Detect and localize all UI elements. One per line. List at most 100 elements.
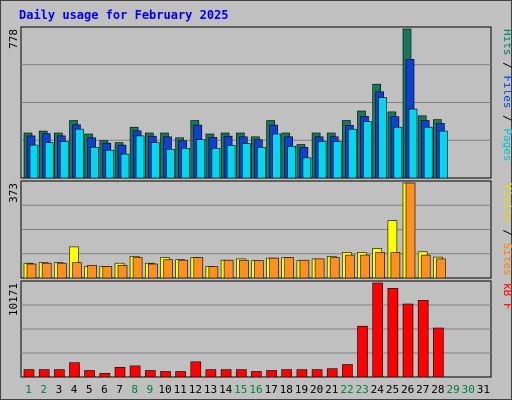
- bar-sites-day-7: [117, 264, 128, 279]
- bar-sites-day-3: [56, 262, 67, 279]
- bar-kb-f-day-17: [266, 370, 277, 378]
- bar-sites-day-23: [360, 254, 370, 279]
- bar-kb-f-day-5: [84, 370, 95, 378]
- bar-sites-day-11: [178, 259, 188, 279]
- bar-pages-day-15: [242, 143, 251, 179]
- panel-2-ymax-label: 373: [7, 183, 20, 203]
- day-label-15: 15: [234, 383, 247, 396]
- bar-sites-day-26: [405, 182, 416, 279]
- day-label-19: 19: [295, 383, 308, 396]
- bar-pages-day-10: [166, 149, 175, 179]
- day-label-3: 3: [56, 383, 63, 396]
- legend-entry: kB F: [501, 283, 512, 310]
- bar-kb-f-day-12: [190, 361, 202, 378]
- bar-pages-day-4: [75, 128, 84, 179]
- bar-kb-f-day-21: [326, 368, 338, 378]
- bar-pages-day-17: [272, 133, 281, 179]
- day-label-5: 5: [86, 383, 93, 396]
- bar-sites-day-22: [345, 254, 355, 279]
- day-label-22: 22: [340, 383, 353, 396]
- bar-pages-day-21: [332, 141, 342, 179]
- bar-pages-day-2: [44, 142, 54, 179]
- legend-entry: Visits: [501, 183, 512, 223]
- bar-kb-f-day-27: [417, 299, 429, 378]
- bar-pages-day-18: [287, 146, 297, 179]
- day-label-1: 1: [25, 383, 32, 396]
- day-label-21: 21: [325, 383, 338, 396]
- day-label-24: 24: [371, 383, 385, 396]
- day-label-20: 20: [310, 383, 323, 396]
- bar-sites-day-14: [223, 259, 234, 279]
- bar-kb-f-day-8: [129, 365, 141, 378]
- bar-kb-f-day-18: [281, 369, 293, 378]
- bar-sites-day-4: [72, 262, 82, 279]
- bar-pages-day-1: [29, 144, 39, 179]
- bar-sites-day-12: [193, 257, 204, 279]
- bar-kb-f-day-28: [433, 327, 444, 378]
- bar-sites-day-5: [87, 264, 97, 279]
- day-label-11: 11: [174, 383, 187, 396]
- day-label-12: 12: [189, 383, 202, 396]
- day-label-4: 4: [71, 383, 78, 396]
- legend-entry: /: [501, 109, 512, 129]
- bar-kb-f-day-7: [114, 366, 126, 378]
- legend-entry: Files: [501, 75, 512, 108]
- day-label-17: 17: [265, 383, 278, 396]
- bar-pages-day-14: [226, 145, 236, 179]
- panel-3-legend: kB F: [501, 283, 512, 310]
- panel-1-ymax-label: 778: [7, 29, 20, 49]
- bar-sites-day-10: [163, 259, 173, 279]
- bar-pages-day-16: [257, 147, 266, 179]
- bar-kb-f-day-22: [342, 364, 353, 378]
- bar-kb-f-day-13: [205, 369, 217, 378]
- bar-sites-day-17: [269, 257, 279, 279]
- bar-kb-f-day-9: [145, 370, 156, 378]
- bar-kb-f-day-3: [53, 369, 65, 378]
- day-label-13: 13: [204, 383, 217, 396]
- day-label-30: 30: [462, 383, 475, 396]
- day-label-23: 23: [355, 383, 368, 396]
- legend-entry: Pages: [501, 128, 512, 161]
- bar-pages-day-3: [59, 141, 69, 179]
- day-label-27: 27: [416, 383, 429, 396]
- bar-pages-day-19: [302, 157, 312, 179]
- bar-pages-day-12: [196, 139, 206, 179]
- day-label-29: 29: [446, 383, 459, 396]
- day-label-18: 18: [280, 383, 293, 396]
- bar-kb-f-day-11: [175, 371, 186, 378]
- bar-kb-f-day-2: [38, 369, 50, 378]
- bar-kb-f-day-14: [220, 369, 232, 378]
- bar-pages-day-28: [439, 130, 448, 179]
- bar-kb-f-day-19: [296, 369, 308, 378]
- bar-sites-day-27: [420, 254, 431, 279]
- day-label-14: 14: [219, 383, 233, 396]
- day-label-9: 9: [147, 383, 154, 396]
- bar-pages-day-5: [90, 147, 99, 179]
- panel-2-legend: Visits / Sites: [501, 183, 512, 276]
- bar-pages-day-22: [348, 128, 357, 179]
- day-label-28: 28: [431, 383, 444, 396]
- bar-sites-day-15: [239, 259, 249, 279]
- day-label-2: 2: [40, 383, 47, 396]
- day-label-16: 16: [249, 383, 262, 396]
- bar-kb-f-day-4: [69, 362, 80, 378]
- bar-sites-day-13: [208, 266, 219, 279]
- bar-sites-day-24: [375, 252, 386, 279]
- legend-entry: Hits: [501, 29, 512, 56]
- day-label-26: 26: [401, 383, 414, 396]
- bar-pages-day-26: [408, 108, 418, 179]
- bar-pages-day-13: [211, 148, 221, 179]
- bar-sites-day-21: [329, 257, 340, 279]
- day-label-10: 10: [158, 383, 171, 396]
- bar-pages-day-9: [151, 142, 160, 179]
- bar-sites-day-18: [284, 257, 295, 279]
- bar-kb-f-day-10: [160, 371, 171, 378]
- bar-kb-f-day-23: [357, 325, 368, 378]
- bar-kb-f-day-1: [23, 369, 35, 378]
- bar-kb-f-day-15: [236, 369, 247, 378]
- day-label-25: 25: [386, 383, 399, 396]
- bar-pages-day-8: [135, 135, 145, 179]
- bar-sites-day-20: [314, 258, 325, 279]
- bar-sites-day-1: [26, 263, 37, 279]
